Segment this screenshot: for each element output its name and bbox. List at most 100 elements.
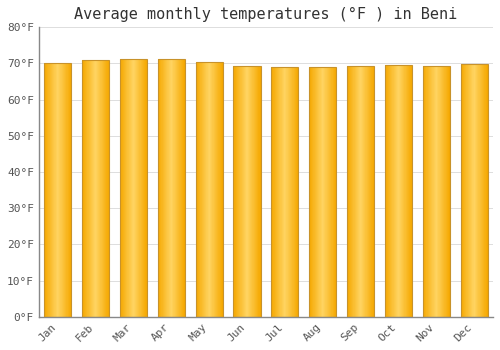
- Bar: [349, 66, 350, 317]
- Bar: [176, 59, 178, 317]
- Bar: [92, 60, 93, 317]
- Bar: [282, 68, 283, 317]
- Bar: [242, 66, 243, 317]
- Bar: [184, 59, 185, 317]
- Bar: [69, 63, 70, 317]
- Bar: [359, 66, 360, 317]
- Bar: [428, 66, 429, 317]
- Bar: [173, 59, 174, 317]
- Bar: [216, 62, 217, 317]
- Bar: [321, 67, 322, 317]
- Bar: [258, 66, 259, 317]
- Bar: [49, 63, 50, 317]
- Bar: [105, 60, 106, 317]
- Bar: [449, 66, 450, 317]
- Bar: [201, 62, 202, 317]
- Bar: [322, 67, 324, 317]
- Bar: [158, 59, 185, 317]
- Bar: [424, 66, 425, 317]
- Bar: [132, 59, 133, 317]
- Bar: [431, 66, 432, 317]
- Bar: [167, 59, 168, 317]
- Bar: [160, 59, 161, 317]
- Bar: [460, 64, 488, 317]
- Bar: [93, 60, 94, 317]
- Bar: [82, 60, 109, 317]
- Bar: [142, 59, 144, 317]
- Bar: [315, 67, 316, 317]
- Bar: [219, 62, 220, 317]
- Bar: [324, 67, 325, 317]
- Bar: [84, 60, 85, 317]
- Bar: [437, 66, 438, 317]
- Bar: [309, 67, 336, 317]
- Bar: [146, 59, 147, 317]
- Bar: [469, 64, 470, 317]
- Bar: [407, 65, 408, 317]
- Bar: [447, 66, 448, 317]
- Bar: [198, 62, 199, 317]
- Bar: [220, 62, 221, 317]
- Bar: [59, 63, 60, 317]
- Bar: [406, 65, 407, 317]
- Bar: [409, 65, 410, 317]
- Bar: [403, 65, 404, 317]
- Bar: [122, 59, 123, 317]
- Bar: [60, 63, 61, 317]
- Bar: [65, 63, 66, 317]
- Bar: [286, 68, 287, 317]
- Bar: [444, 66, 445, 317]
- Bar: [279, 68, 280, 317]
- Bar: [61, 63, 62, 317]
- Bar: [335, 67, 336, 317]
- Bar: [425, 66, 426, 317]
- Title: Average monthly temperatures (°F ) in Beni: Average monthly temperatures (°F ) in Be…: [74, 7, 458, 22]
- Bar: [165, 59, 166, 317]
- Bar: [475, 64, 476, 317]
- Bar: [237, 66, 238, 317]
- Bar: [272, 68, 273, 317]
- Bar: [52, 63, 53, 317]
- Bar: [141, 59, 142, 317]
- Bar: [328, 67, 330, 317]
- Bar: [466, 64, 467, 317]
- Bar: [211, 62, 212, 317]
- Bar: [63, 63, 64, 317]
- Bar: [293, 68, 294, 317]
- Bar: [288, 68, 289, 317]
- Bar: [108, 60, 109, 317]
- Bar: [326, 67, 327, 317]
- Bar: [448, 66, 449, 317]
- Bar: [53, 63, 54, 317]
- Bar: [159, 59, 160, 317]
- Bar: [135, 59, 136, 317]
- Bar: [390, 65, 391, 317]
- Bar: [161, 59, 162, 317]
- Bar: [174, 59, 175, 317]
- Bar: [356, 66, 357, 317]
- Bar: [88, 60, 89, 317]
- Bar: [68, 63, 69, 317]
- Bar: [405, 65, 406, 317]
- Bar: [435, 66, 436, 317]
- Bar: [312, 67, 313, 317]
- Bar: [271, 68, 272, 317]
- Bar: [477, 64, 478, 317]
- Bar: [432, 66, 433, 317]
- Bar: [47, 63, 48, 317]
- Bar: [251, 66, 252, 317]
- Bar: [247, 66, 248, 317]
- Bar: [95, 60, 96, 317]
- Bar: [166, 59, 167, 317]
- Bar: [274, 68, 275, 317]
- Bar: [248, 66, 249, 317]
- Bar: [107, 60, 108, 317]
- Bar: [99, 60, 100, 317]
- Bar: [54, 63, 55, 317]
- Bar: [484, 64, 485, 317]
- Bar: [257, 66, 258, 317]
- Bar: [158, 59, 159, 317]
- Bar: [71, 63, 72, 317]
- Bar: [313, 67, 314, 317]
- Bar: [144, 59, 145, 317]
